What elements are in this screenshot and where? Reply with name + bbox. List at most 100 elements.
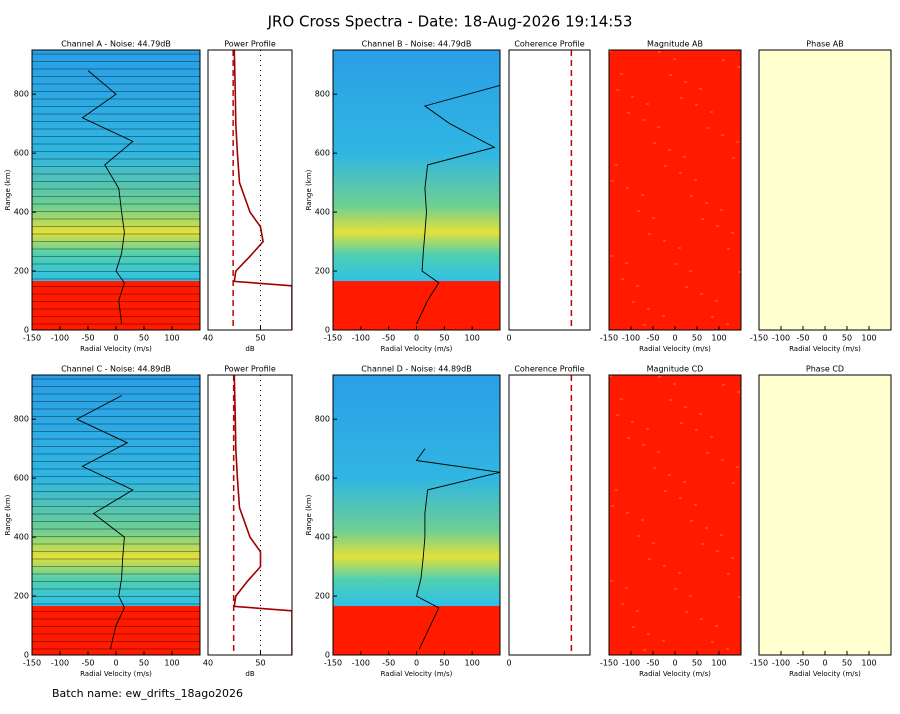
speckle xyxy=(722,384,725,386)
speckle xyxy=(731,232,734,234)
y-tick-label: 600 xyxy=(315,149,330,158)
speckle xyxy=(616,414,619,416)
x-axis-label: Radial Velocity (m/s) xyxy=(789,345,861,353)
speckle xyxy=(609,50,612,52)
profile-line xyxy=(81,70,134,325)
speckle xyxy=(710,111,713,113)
x-tick-label: -150 xyxy=(750,334,768,343)
profile-line xyxy=(233,50,292,330)
plot-area xyxy=(208,50,292,330)
y-tick-label: 0 xyxy=(325,326,330,335)
speckle xyxy=(694,179,697,181)
x-tick-label: 0 xyxy=(506,334,511,343)
x-tick-label: 100 xyxy=(711,334,726,343)
plot-area xyxy=(32,375,200,655)
speckle xyxy=(669,74,672,76)
speckle xyxy=(680,422,683,424)
plot-area xyxy=(759,50,891,330)
speckle xyxy=(643,324,646,326)
x-axis-label: Radial Velocity (m/s) xyxy=(80,670,152,678)
panel-title: Channel B - Noise: 44.79dB xyxy=(362,40,472,49)
x-tick-label: 50 xyxy=(439,334,449,343)
y-tick-label: 200 xyxy=(14,267,29,276)
x-tick-label: -50 xyxy=(382,659,395,668)
y-tick-label: 800 xyxy=(14,90,29,99)
y-tick-label: 0 xyxy=(24,651,29,660)
speckle xyxy=(646,428,649,430)
x-tick-label: -150 xyxy=(600,334,618,343)
speckle xyxy=(706,452,709,454)
x-tick-label: 100 xyxy=(164,659,179,668)
speckle xyxy=(664,165,667,167)
speckle xyxy=(700,618,703,620)
panel-title: Channel C - Noise: 44.89dB xyxy=(61,365,171,374)
x-tick-label: -50 xyxy=(646,334,659,343)
speckle xyxy=(657,451,660,453)
x-tick-label: 50 xyxy=(255,659,265,668)
speckle xyxy=(647,308,650,310)
y-tick-label: 800 xyxy=(315,90,330,99)
panel-title: Coherence Profile xyxy=(514,40,584,49)
y-tick-label: 400 xyxy=(315,208,330,217)
speckle xyxy=(662,315,665,317)
x-tick-label: -100 xyxy=(772,334,790,343)
speckle xyxy=(684,406,687,408)
x-tick-label: 100 xyxy=(164,334,179,343)
speckle xyxy=(669,399,672,401)
speckle xyxy=(678,247,681,249)
speckle xyxy=(625,587,628,589)
x-tick-label: 50 xyxy=(842,659,852,668)
speckle xyxy=(674,263,677,265)
speckle xyxy=(690,195,693,197)
frame xyxy=(31,49,201,331)
speckle xyxy=(674,588,677,590)
plot-area xyxy=(759,375,891,655)
x-tick-label: -100 xyxy=(51,334,69,343)
speckle xyxy=(706,127,709,129)
frame xyxy=(508,49,591,331)
speckle xyxy=(679,497,682,499)
y-tick-label: 800 xyxy=(315,415,330,424)
figure-title: JRO Cross Spectra - Date: 18-Aug-2026 19… xyxy=(267,13,633,31)
y-tick-label: 600 xyxy=(315,474,330,483)
x-tick-label: -50 xyxy=(81,659,94,668)
heatmap xyxy=(759,375,891,655)
x-tick-label: -100 xyxy=(772,659,790,668)
speckle xyxy=(738,596,741,598)
x-tick-label: 40 xyxy=(203,334,213,343)
speckle xyxy=(621,603,624,605)
x-tick-label: -150 xyxy=(324,334,342,343)
plot-area xyxy=(32,50,200,330)
x-tick-label: -50 xyxy=(796,334,809,343)
profile-line xyxy=(233,375,292,655)
speckle xyxy=(722,59,725,61)
speckle xyxy=(716,225,719,227)
speckle xyxy=(689,595,692,597)
speckle xyxy=(637,210,640,212)
x-tick-label: 100 xyxy=(465,334,480,343)
x-tick-label: 0 xyxy=(113,334,118,343)
x-tick-label: 100 xyxy=(711,659,726,668)
speckle xyxy=(652,217,655,219)
y-tick-label: 200 xyxy=(315,592,330,601)
y-tick-label: 800 xyxy=(14,415,29,424)
speckle xyxy=(631,96,634,98)
y-tick-label: 200 xyxy=(14,592,29,601)
x-tick-label: 50 xyxy=(139,659,149,668)
speckle xyxy=(737,66,740,68)
profile-line xyxy=(415,448,500,650)
y-tick-label: 600 xyxy=(14,149,29,158)
x-tick-label: 0 xyxy=(113,659,118,668)
speckle xyxy=(663,565,666,567)
x-tick-label: 50 xyxy=(692,659,702,668)
speckle xyxy=(636,285,639,287)
panel-title: Coherence Profile xyxy=(514,365,584,374)
plot-area xyxy=(509,50,590,330)
speckle xyxy=(699,413,702,415)
speckle xyxy=(643,649,646,651)
speckle xyxy=(720,209,723,211)
speckle xyxy=(710,436,713,438)
x-tick-label: -100 xyxy=(352,334,370,343)
speckle xyxy=(626,512,629,514)
